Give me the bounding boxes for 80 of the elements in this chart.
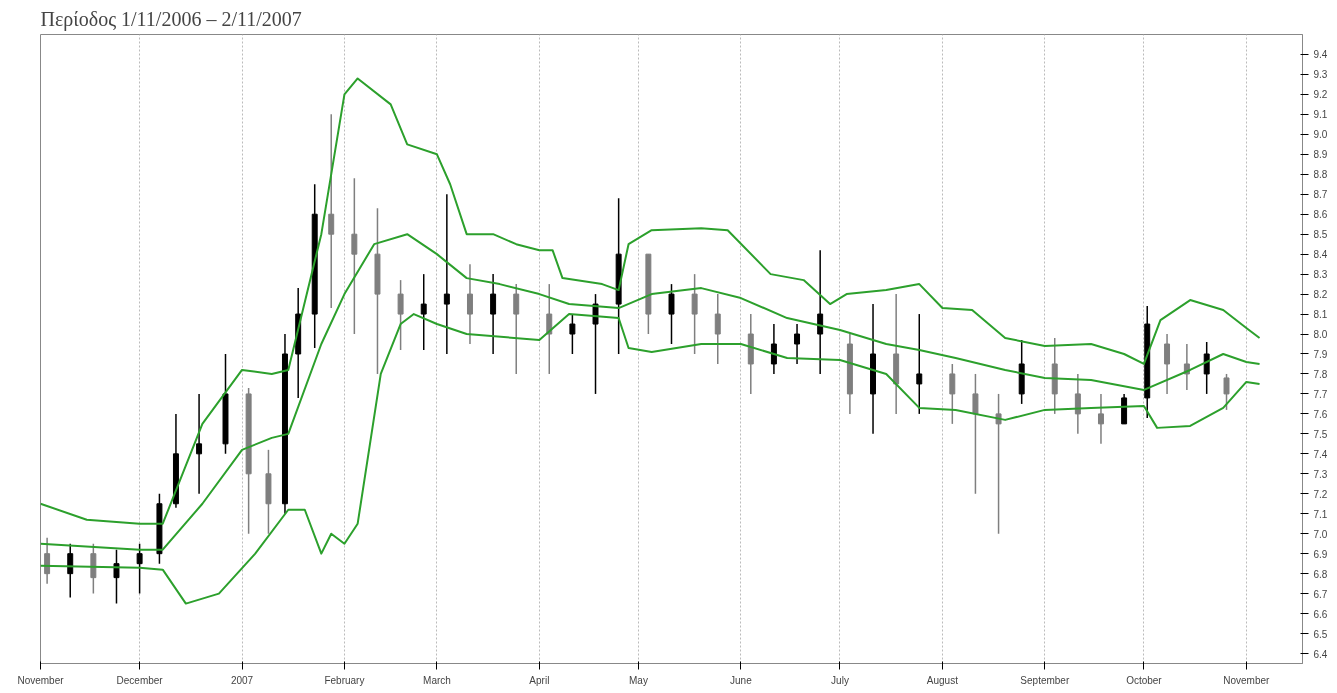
x-tick-label: October	[1126, 674, 1163, 686]
candlestick	[1183, 343, 1190, 391]
x-tick-label: June	[730, 674, 753, 686]
candlestick	[44, 536, 51, 585]
candlestick	[668, 283, 675, 345]
y-tick-label: 8.8	[1313, 169, 1328, 181]
x-tick-label: August	[926, 674, 959, 686]
y-tick-label: 8.9	[1313, 149, 1328, 161]
candlestick	[90, 542, 97, 595]
candlestick	[1203, 341, 1210, 395]
y-tick-label: 7.8	[1313, 368, 1328, 380]
x-tick-label: December	[116, 674, 164, 686]
candlestick	[113, 548, 120, 605]
candlestick	[770, 323, 777, 375]
y-tick-label: 9.2	[1313, 89, 1328, 101]
y-tick-label: 7.7	[1313, 388, 1328, 400]
y-tick-label: 7.5	[1313, 428, 1328, 440]
line-series	[40, 77, 1261, 525]
y-tick-label: 9.3	[1313, 69, 1328, 81]
candlestick	[691, 273, 698, 355]
candlestick	[196, 393, 203, 495]
candlestick	[351, 177, 358, 335]
candlestick	[490, 273, 497, 355]
y-tick-label: 8.4	[1313, 249, 1328, 261]
y-tick-label: 8.0	[1313, 329, 1328, 341]
y-tick-label: 7.4	[1313, 448, 1328, 460]
line-series	[40, 313, 1261, 605]
candlestick	[592, 293, 599, 395]
candlestick	[546, 283, 553, 375]
candlestick	[949, 363, 956, 425]
candlestick	[569, 313, 576, 355]
y-tick-label: 8.7	[1313, 189, 1328, 201]
y-tick-label: 8.1	[1313, 309, 1328, 321]
y-tick-label: 9.4	[1313, 49, 1328, 61]
y-tick-label: 8.3	[1313, 269, 1328, 281]
y-tick-label: 7.6	[1313, 408, 1328, 420]
candlestick	[136, 542, 143, 595]
candlestick	[397, 279, 404, 351]
x-tick-label: July	[831, 674, 849, 686]
y-tick-label: 9.0	[1313, 129, 1328, 141]
x-tick-label: February	[324, 674, 365, 686]
y-tick-label: 7.1	[1313, 508, 1328, 520]
y-tick-label: 7.0	[1313, 528, 1328, 540]
y-tick-label: 8.2	[1313, 289, 1328, 301]
y-tick-label: 6.4	[1313, 648, 1328, 660]
candlestick	[420, 273, 427, 351]
y-tick-label: 7.9	[1313, 348, 1328, 360]
y-tick-label: 6.8	[1313, 568, 1328, 580]
y-tick-label: 6.7	[1313, 588, 1328, 600]
candlestick	[328, 113, 335, 309]
candlestick	[916, 313, 923, 415]
line-series	[40, 233, 1261, 551]
x-tick-label: April	[529, 674, 550, 686]
x-tick-label: November	[1223, 674, 1271, 686]
y-tick-label: 6.6	[1313, 608, 1328, 620]
x-tick-label: May	[629, 674, 648, 686]
x-tick-label: March	[423, 674, 451, 686]
candlestick	[714, 293, 721, 365]
candlestick	[513, 283, 520, 375]
candlestick	[1223, 373, 1230, 411]
candlestick	[817, 249, 824, 375]
candlestick	[1074, 373, 1081, 435]
candlestick	[467, 263, 473, 345]
y-tick-label: 9.1	[1313, 109, 1328, 121]
candlestick	[972, 373, 979, 495]
x-tick-label: September	[1020, 674, 1070, 686]
candlestick	[443, 193, 450, 355]
y-tick-label: 6.9	[1313, 548, 1328, 560]
y-tick-label: 7.2	[1313, 488, 1328, 500]
y-tick-label: 8.6	[1313, 209, 1328, 221]
candlestick	[1164, 333, 1171, 395]
candlestick	[1098, 393, 1104, 445]
y-tick-label: 7.3	[1313, 468, 1328, 480]
candlestick	[995, 393, 1002, 535]
y-tick-label: 6.5	[1313, 628, 1328, 640]
x-tick-label: November	[17, 674, 65, 686]
y-tick-label: 8.5	[1313, 229, 1328, 241]
chart-title: Περίοδος 1/11/2006 – 2/11/2007	[40, 7, 302, 31]
candlestick	[794, 323, 801, 365]
x-tick-label: 2007	[230, 674, 254, 686]
